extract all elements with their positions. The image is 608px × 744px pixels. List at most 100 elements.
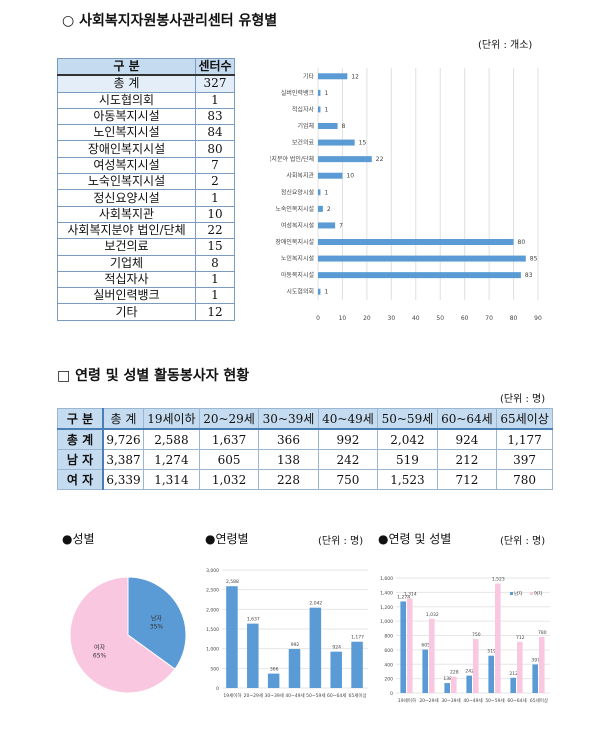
section1-unit: (단위 : 개소) — [478, 40, 533, 51]
value-cell: 992 — [317, 428, 379, 450]
header-cell: 구 분 — [57, 58, 196, 77]
row-header: 여 자 — [57, 469, 104, 490]
tick-label: 1,000 — [206, 647, 219, 653]
bar — [429, 618, 435, 693]
category-label: 정신요양시설 — [281, 188, 314, 196]
category-label: 65세이상 — [530, 697, 548, 704]
tick-label: 80 — [510, 315, 518, 322]
category-label: 19세이하 — [398, 697, 417, 704]
value-cell: 519 — [377, 449, 438, 470]
tick-label: 600 — [384, 648, 393, 654]
header-cell: 구 분 — [57, 408, 104, 430]
table-row: 시도협의회 1 — [57, 91, 235, 109]
category-label: 아동복지시설 — [281, 271, 314, 279]
table-row: 사회복지관 10 — [57, 205, 235, 223]
bar — [400, 601, 406, 693]
value-cell: 1,177 — [496, 428, 553, 450]
value-cell: 138 — [258, 449, 319, 470]
tick-label: 2,000 — [206, 607, 219, 613]
value-cell: 228 — [258, 469, 319, 490]
bar — [267, 673, 280, 688]
data-label: 1 — [324, 90, 328, 97]
center-type-table: 구 분 센터수 총 계 327 시도협의회 1 아동복지시설 83 노인복지시설 84 장애인복지시… — [57, 58, 235, 321]
count-cell: 2 — [195, 173, 235, 191]
data-label: 366 — [270, 667, 279, 673]
table-row: 여 자 6,339 1,314 1,032 228 750 1,523 712 780 — [57, 469, 553, 490]
data-label: 750 — [472, 632, 481, 638]
category-label: 사회복지관 — [286, 172, 314, 180]
value-cell: 6,339 — [102, 469, 144, 490]
bar — [466, 675, 472, 693]
bar — [451, 676, 457, 693]
section1-title: ○ 사회복지자원봉사관리센터 유형별 — [62, 13, 278, 29]
bar — [532, 664, 538, 693]
bar — [318, 73, 348, 80]
data-label: 1,523 — [492, 577, 505, 583]
type-cell: 기업체 — [57, 254, 196, 272]
agegender-label: ●연령 및 성별 — [378, 532, 452, 546]
age-bar-chart: 0 500 1,000 1,500 2,000 2,500 3,000 19세이하 2,588 2… — [206, 568, 368, 699]
bar — [488, 655, 494, 693]
value-cell: 1,637 — [198, 428, 260, 450]
type-cell: 실버인력뱅크 — [57, 287, 196, 305]
bar — [318, 255, 526, 262]
data-label: 605 — [421, 643, 430, 649]
bar — [473, 639, 479, 693]
bar — [517, 641, 523, 693]
slice-label: 여자 — [94, 643, 106, 651]
center-type-bar-chart: 0 10 20 30 40 50 60 70 80 90 시도협의회 1 아동복지시설 83 노인복지시설 8… — [270, 68, 542, 322]
tick-label: 2,500 — [206, 588, 219, 594]
value-cell: 712 — [436, 469, 498, 490]
bar — [351, 641, 363, 688]
type-cell: 정신요양시설 — [57, 189, 196, 207]
value-cell: 366 — [258, 428, 319, 450]
count-cell: 1 — [195, 189, 235, 207]
table-row: 총 계 9,726 2,588 1,637 366 992 2,042 924 1,177 — [57, 428, 553, 450]
tick-label: 0 — [390, 691, 393, 697]
table-row: 적십자사 1 — [57, 270, 235, 289]
value-cell: 242 — [317, 449, 379, 470]
value-cell: 2,042 — [377, 428, 438, 450]
data-label: 242 — [465, 669, 474, 675]
bar — [318, 172, 343, 179]
header-cell: 20~29세 — [198, 408, 260, 430]
count-cell: 12 — [195, 303, 235, 321]
count-cell: 83 — [195, 107, 235, 126]
data-label: 85 — [530, 256, 538, 263]
tick-label: 90 — [534, 315, 542, 322]
value-cell: 750 — [317, 469, 379, 490]
tick-label: 0 — [216, 686, 219, 692]
value-cell: 2,588 — [143, 428, 200, 450]
tick-label: 1,500 — [206, 627, 219, 633]
category-label: 노인복지시설 — [281, 255, 314, 263]
legend-label: 남자 — [514, 590, 523, 597]
tick-label: 30 — [388, 315, 396, 322]
type-cell: 시도협의회 — [57, 91, 196, 109]
category-label: 30~39세 — [441, 697, 460, 704]
bar — [318, 189, 321, 196]
tick-label: 10 — [339, 315, 347, 322]
data-label: 1 — [324, 106, 328, 113]
bar — [318, 89, 321, 96]
table-row: 장애인복지시설 80 — [57, 140, 235, 158]
category-label: 기업체 — [297, 122, 314, 130]
header-cell: 40~49세 — [317, 408, 379, 430]
data-label: 1,314 — [404, 592, 417, 598]
category-label: 65세이상 — [348, 692, 366, 699]
data-label: 1,637 — [247, 617, 260, 623]
type-cell: 노인복지시설 — [57, 124, 196, 142]
header-cell: 60~64세 — [436, 408, 498, 430]
category-label: 적십자사 — [292, 105, 315, 113]
header-cell: 19세이하 — [143, 408, 200, 430]
value-cell: 212 — [436, 449, 498, 470]
row-header: 남 자 — [57, 449, 104, 470]
category-label: 노숙인복지시설 — [275, 205, 314, 213]
type-cell: 여성복지시설 — [57, 156, 196, 175]
bar — [407, 598, 413, 693]
category-label: 장애인복지시설 — [275, 238, 314, 246]
tick-label: 70 — [485, 315, 493, 322]
section2-title: □ 연령 및 성별 활동봉사자 현황 — [57, 368, 250, 384]
category-label: 50~59세 — [485, 697, 504, 704]
bar — [444, 683, 450, 693]
bar — [318, 205, 323, 212]
